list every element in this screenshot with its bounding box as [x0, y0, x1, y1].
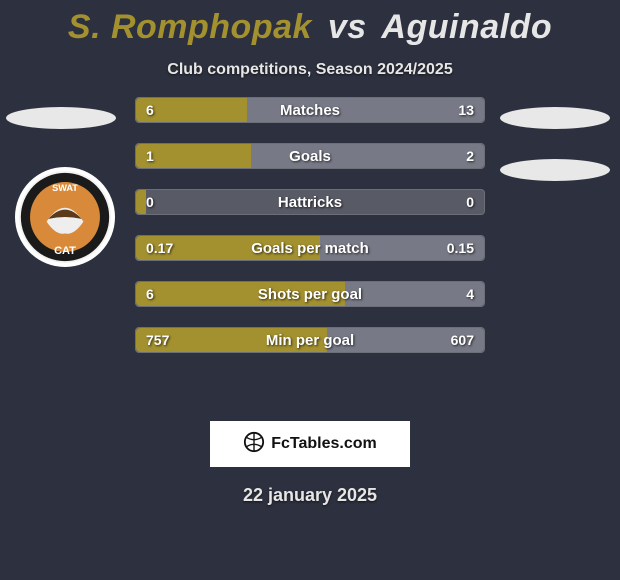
title-player2: Aguinaldo [381, 8, 552, 46]
player1-badge-ellipse [6, 107, 116, 129]
infographic-root: S. Romphopak vs Aguinaldo Club competiti… [0, 0, 620, 506]
logo-text-top: SWAT [52, 183, 78, 193]
stat-label: Min per goal [266, 332, 354, 349]
player2-badge-ellipse-2 [500, 159, 610, 181]
brand-logo-icon [243, 431, 265, 458]
swat-cat-icon: SWAT CAT [19, 171, 111, 263]
stat-value-right: 13 [448, 98, 484, 122]
stat-label: Goals [289, 148, 331, 165]
player2-badge-ellipse-1 [500, 107, 610, 129]
date-text: 22 january 2025 [0, 485, 620, 506]
stat-row: 1 2 Goals [135, 143, 485, 169]
stat-value-left: 6 [136, 282, 164, 306]
stat-value-left: 757 [136, 328, 179, 352]
stat-value-left: 0.17 [136, 236, 183, 260]
stat-value-left: 6 [136, 98, 164, 122]
stat-row: 0.17 0.15 Goals per match [135, 235, 485, 261]
title-vs: vs [328, 8, 367, 46]
stat-value-right: 2 [456, 144, 484, 168]
stat-row: 6 13 Matches [135, 97, 485, 123]
stat-row: 6 4 Shots per goal [135, 281, 485, 307]
brand-text: FcTables.com [271, 435, 377, 453]
stat-value-left: 1 [136, 144, 164, 168]
title-player1: S. Romphopak [68, 8, 312, 46]
stat-label: Goals per match [251, 240, 369, 257]
stat-fill-right [251, 144, 484, 168]
stat-value-right: 607 [441, 328, 484, 352]
stat-value-right: 4 [456, 282, 484, 306]
brand-box[interactable]: FcTables.com [210, 421, 410, 467]
logo-text-bottom: CAT [54, 245, 76, 257]
stat-value-right: 0.15 [437, 236, 484, 260]
stat-bars: 6 13 Matches 1 2 Goals 0 0 Hattricks 0.17 0.15 Goal… [135, 97, 485, 373]
stat-label: Matches [280, 102, 340, 119]
stat-row: 0 0 Hattricks [135, 189, 485, 215]
stat-row: 757 607 Min per goal [135, 327, 485, 353]
stat-label: Shots per goal [258, 286, 362, 303]
stat-value-right: 0 [456, 190, 484, 214]
stat-label: Hattricks [278, 194, 342, 211]
page-title: S. Romphopak vs Aguinaldo [0, 8, 620, 47]
subtitle: Club competitions, Season 2024/2025 [0, 61, 620, 79]
content-columns: SWAT CAT 613Matches12Goals00Hattricks0.1… [0, 107, 620, 407]
team-logo: SWAT CAT [15, 167, 115, 267]
stat-value-left: 0 [136, 190, 164, 214]
